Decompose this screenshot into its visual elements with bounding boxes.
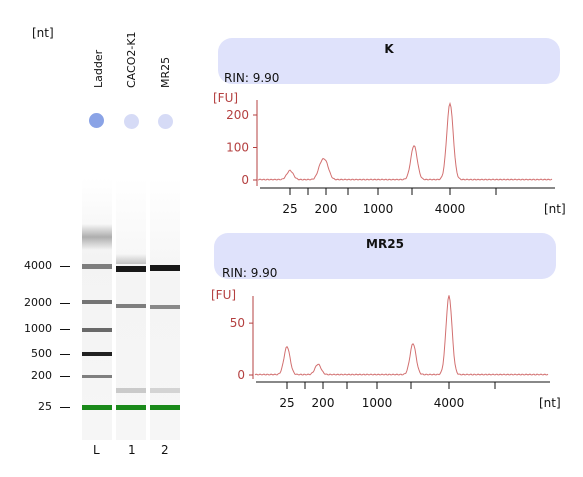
lane-id-ladder: L — [93, 443, 100, 457]
sample-1-band-18s — [116, 304, 146, 308]
chart-k-ylabel: [FU] — [213, 91, 238, 105]
chart-mr25-xtick-200: 200 — [312, 396, 335, 410]
chart-k-xtick-4000: 4000 — [435, 202, 466, 216]
chart-ytick-label: 0 — [241, 173, 249, 187]
lane-indicator-ladder — [89, 113, 104, 128]
size-label-4000: 4000 — [24, 259, 52, 272]
lane-indicator-sample-1 — [124, 114, 139, 129]
sample-1-band-25 — [116, 405, 146, 410]
gel-lane-sample-1 — [116, 178, 146, 440]
size-label-1000: 1000 — [24, 322, 52, 335]
ladder-band-2000 — [82, 300, 112, 304]
panel-header-mr25: MR25 RIN: 9.90 — [214, 233, 556, 280]
size-tick-200 — [60, 376, 70, 377]
gel-unit-label: [nt] — [32, 26, 54, 40]
size-label-200: 200 — [31, 369, 52, 382]
sample-2-band-18s — [150, 305, 180, 309]
electropherogram-k: [FU] 0 100 200 25 200 1000 4000 [nt] — [213, 91, 566, 216]
lane-id-sample-2: 2 — [161, 443, 169, 457]
chart-k-trace — [257, 101, 553, 181]
chart-mr25-xtick-4000: 4000 — [434, 396, 465, 410]
rin-value-mr25: RIN: 9.90 — [222, 266, 278, 280]
chart-mr25-xtick-25: 25 — [279, 396, 294, 410]
size-tick-2000 — [60, 303, 70, 304]
chart-k-xtick-25: 25 — [282, 202, 297, 216]
ladder-band-200 — [82, 375, 112, 378]
panel-header-k: K RIN: 9.90 — [218, 38, 560, 85]
chart-ytick-label: 50 — [230, 316, 245, 330]
sample-2-band-25 — [150, 405, 180, 410]
sample-1-band-28s-haze — [116, 254, 146, 264]
chart-k-xtick-200: 200 — [315, 202, 338, 216]
ladder-band-25 — [82, 405, 112, 410]
size-tick-500 — [60, 354, 70, 355]
chart-ytick-label: 100 — [226, 141, 249, 155]
sample-1-band-28s — [116, 266, 146, 272]
size-tick-4000 — [60, 266, 70, 267]
ladder-band-500 — [82, 352, 112, 356]
panel-title-k: K — [384, 42, 394, 56]
sample-2-band-28s — [150, 265, 180, 271]
chart-mr25-ylabel: [FU] — [211, 288, 236, 302]
electropherogram-mr25: [FU] 0 50 25 200 1000 4000 [nt] — [211, 288, 561, 410]
size-label-2000: 2000 — [24, 296, 52, 309]
gel-lane-ladder — [82, 178, 112, 440]
chart-k-xtick-1000: 1000 — [363, 202, 394, 216]
gel-lane-sample-2 — [150, 178, 180, 440]
size-tick-25 — [60, 407, 70, 408]
chart-ytick-label: 0 — [237, 368, 245, 382]
chart-mr25-xlabel: [nt] — [539, 396, 561, 410]
ladder-band-smear — [82, 224, 112, 250]
lane-indicator-sample-2 — [158, 114, 173, 129]
chart-k-xlabel: [nt] — [544, 202, 566, 216]
rin-value-k: RIN: 9.90 — [224, 71, 280, 85]
panel-title-mr25: MR25 — [366, 237, 404, 251]
ladder-band-4000 — [82, 264, 112, 269]
lane-header-sample-2: MR25 — [159, 56, 172, 88]
ladder-band-1000 — [82, 328, 112, 332]
lane-id-sample-1: 1 — [128, 443, 136, 457]
sample-2-band-small — [150, 388, 180, 393]
chart-ytick-label: 200 — [226, 108, 249, 122]
size-label-500: 500 — [31, 347, 52, 360]
size-label-25: 25 — [38, 400, 52, 413]
sample-1-band-small — [116, 388, 146, 393]
chart-mr25-trace — [254, 295, 549, 376]
chart-mr25-xtick-1000: 1000 — [362, 396, 393, 410]
size-tick-1000 — [60, 329, 70, 330]
